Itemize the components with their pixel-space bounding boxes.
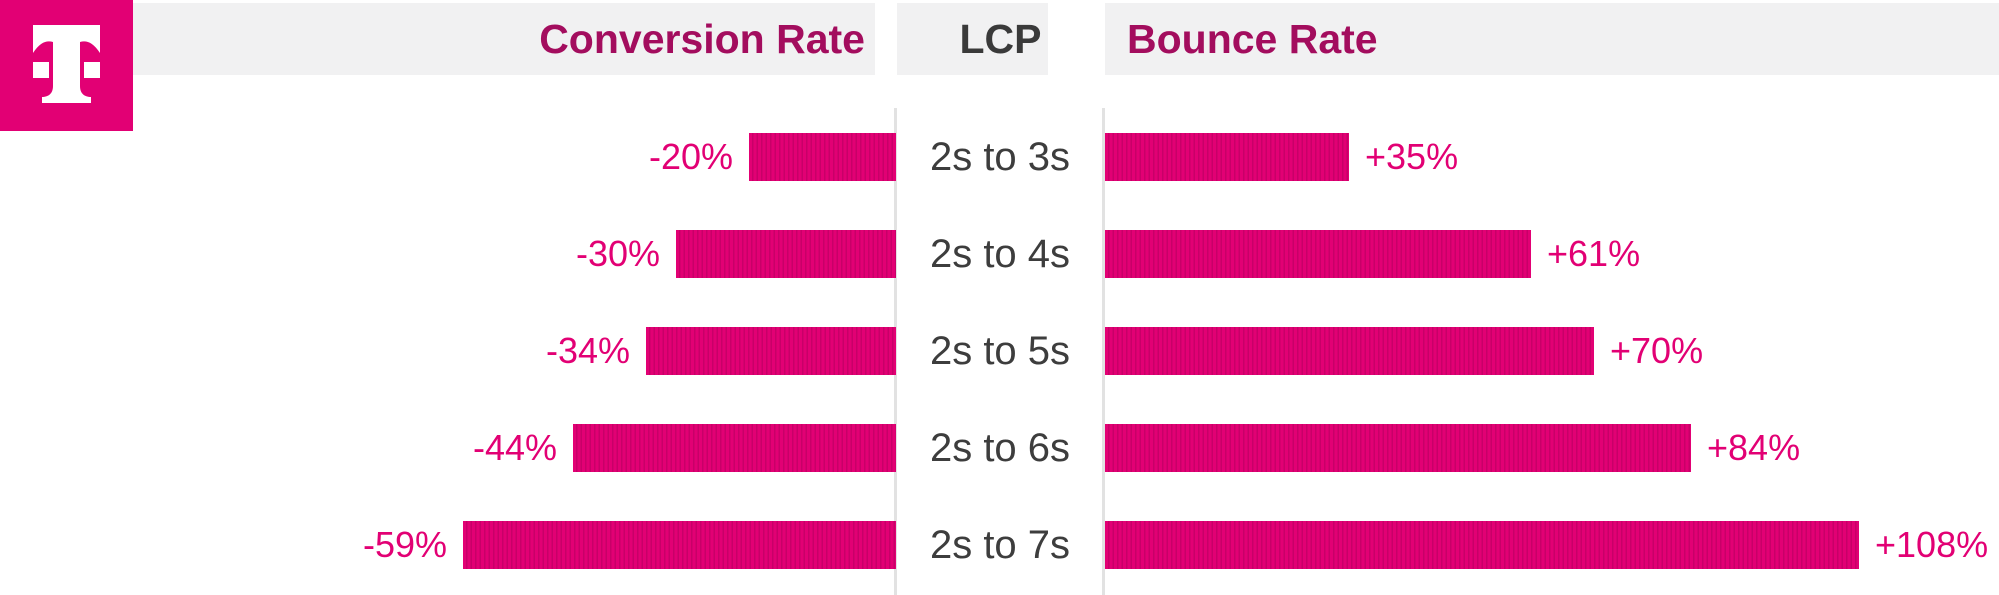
bounce-bar	[1105, 133, 1349, 181]
lcp-range-label: 2s to 7s	[929, 523, 1071, 567]
header-conversion-rate-band: Conversion Rate	[133, 3, 875, 75]
lcp-range-label: 2s to 5s	[929, 329, 1071, 373]
header-lcp-band	[897, 3, 1048, 75]
lcp-range-label: 2s to 4s	[929, 232, 1071, 276]
conversion-value-label: -20%	[648, 136, 733, 177]
telekom-t-icon	[0, 0, 133, 131]
lcp-range-label: 2s to 6s	[929, 426, 1071, 470]
conversion-bar	[646, 327, 896, 375]
conversion-value-label: -30%	[575, 233, 660, 274]
conversion-bar	[573, 424, 896, 472]
bounce-bar	[1105, 230, 1531, 278]
bounce-value-label: +61%	[1547, 233, 1641, 274]
header-lcp-label: LCP	[959, 16, 1042, 62]
t-mobile-logo	[0, 0, 133, 131]
bounce-bar	[1105, 424, 1691, 472]
bounce-value-label: +70%	[1610, 330, 1704, 371]
conversion-value-label: -34%	[545, 330, 630, 371]
bounce-value-label: +84%	[1707, 427, 1801, 468]
conversion-bar	[463, 521, 896, 569]
header-bounce-rate-band: Bounce Rate	[1105, 3, 1999, 75]
lcp-range-label: 2s to 3s	[929, 135, 1071, 179]
conversion-value-label: -44%	[472, 427, 557, 468]
bounce-bar	[1105, 521, 1859, 569]
bounce-value-label: +108%	[1875, 524, 1989, 565]
conversion-bar	[749, 133, 896, 181]
conversion-bar	[676, 230, 896, 278]
conversion-value-label: -59%	[362, 524, 447, 565]
header-conversion-rate-label: Conversion Rate	[539, 16, 865, 62]
bounce-value-label: +35%	[1365, 136, 1459, 177]
right-axis-line	[1102, 108, 1105, 595]
bounce-bar	[1105, 327, 1594, 375]
header-bounce-rate-label: Bounce Rate	[1127, 16, 1378, 62]
